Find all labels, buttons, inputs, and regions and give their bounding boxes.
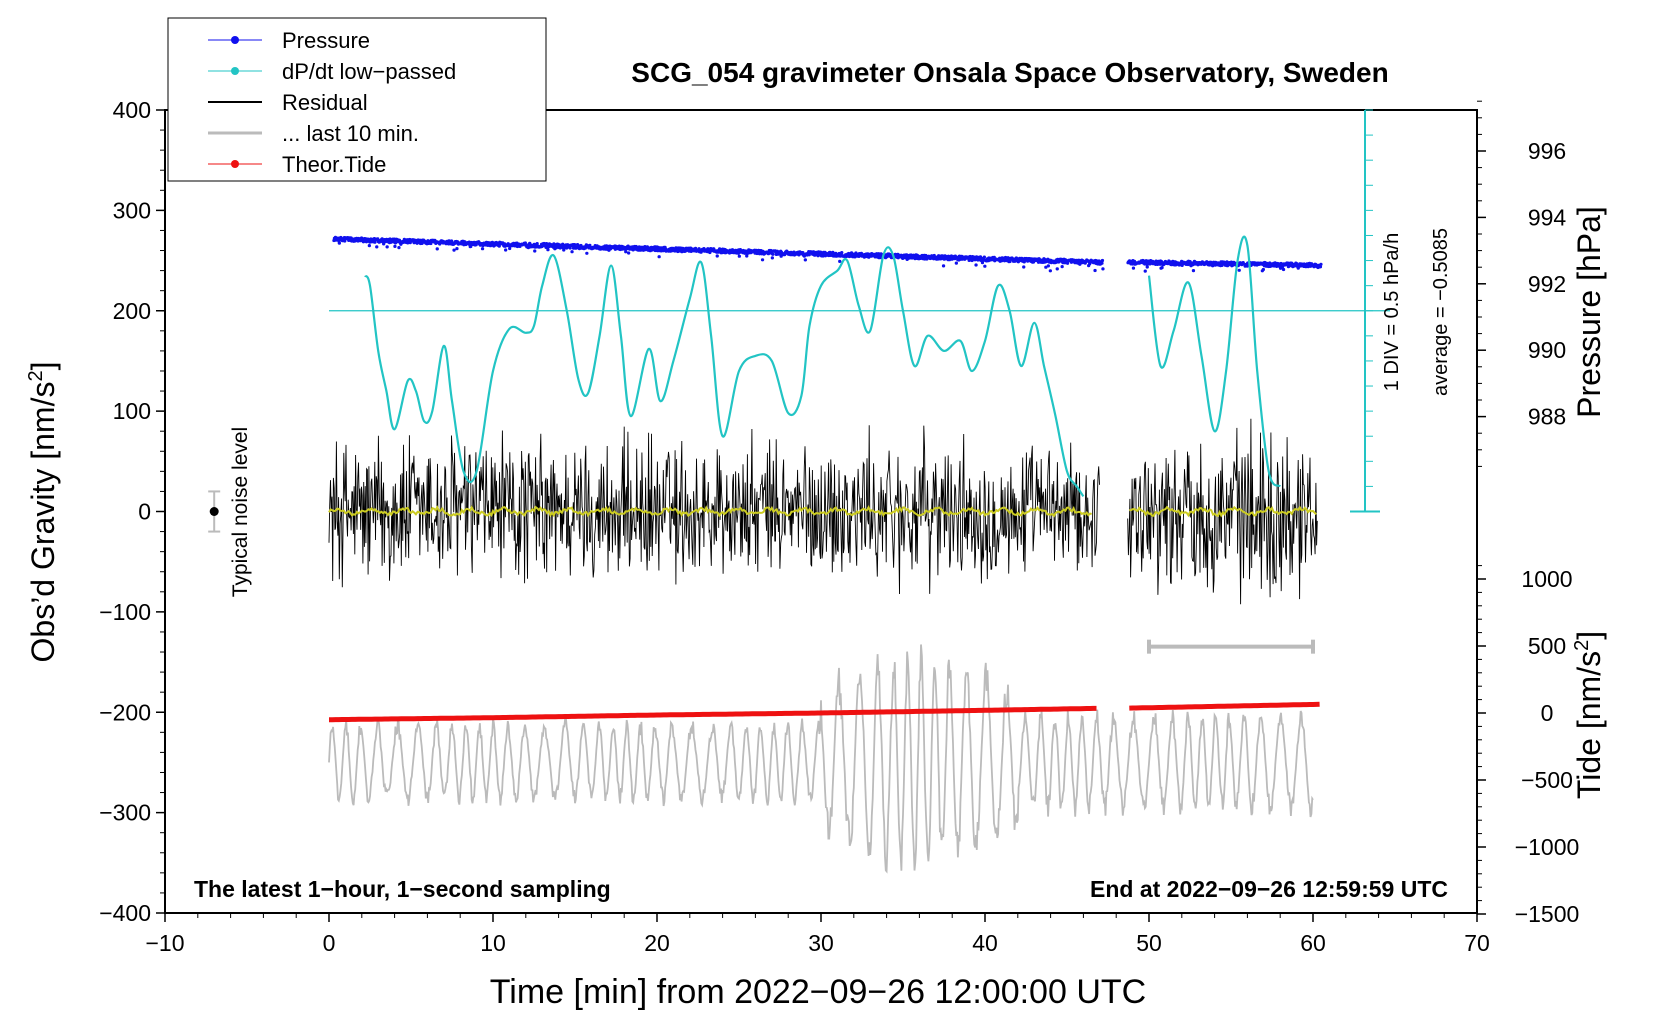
legend-last10-label: ... last 10 min. [282, 121, 419, 146]
noise-point [209, 507, 219, 516]
pressure-tick-label: 994 [1528, 204, 1567, 230]
pressure-series [332, 235, 1323, 273]
tide-axis-label-close: ] [1571, 631, 1607, 640]
tide-tick-label: −1000 [1515, 834, 1580, 860]
legend-tide-marker [231, 160, 239, 168]
pressure-tick-label: 992 [1528, 271, 1566, 297]
pressure-tick-label: 996 [1528, 138, 1566, 164]
last-10-min-series [328, 639, 1315, 874]
y-tick-label: −200 [99, 699, 151, 725]
tide-tick-label: −500 [1521, 767, 1573, 793]
dpdt-scale-label: 1 DIV = 0.5 hPa/h [1381, 233, 1403, 391]
x-tick-label: 10 [480, 930, 506, 956]
pressure-dots [332, 235, 1323, 273]
legend-residual-label: Residual [282, 90, 368, 115]
y-axis-label: Obs’d Gravity [nm/s2] [25, 362, 61, 663]
x-tick-label: 20 [644, 930, 670, 956]
dpdt-line-segment-2 [1147, 235, 1282, 488]
residual-smoothed-segment-2 [1129, 505, 1317, 518]
pressure-tick-label: 988 [1528, 404, 1566, 430]
x-axis-label: Time [min] from 2022−09−26 12:00:00 UTC [490, 973, 1146, 1011]
x-tick-label: 40 [972, 930, 998, 956]
y-tick-label: −300 [99, 800, 151, 826]
legend-tide-label: Theor.Tide [282, 152, 386, 177]
last-10-min-line [328, 644, 1314, 874]
x-tick-label: −10 [145, 930, 184, 956]
residual-smoothed-segment-1 [328, 505, 1092, 518]
dpdt-line-segment-1 [364, 246, 1085, 498]
y-tick-label: 300 [113, 197, 151, 223]
x-tick-label: 0 [323, 930, 336, 956]
legend-entry-dpdt: dP/dt low−passed [208, 59, 456, 84]
axes: −10 0 10 20 30 40 50 60 70−400−300−200−100010020… [99, 97, 1579, 956]
tide-tick-label: 0 [1541, 700, 1554, 726]
y-tick-label: 100 [113, 398, 151, 424]
y-axis-label-main: Obs’d Gravity [nm/s [25, 382, 61, 663]
legend-box [167, 17, 547, 182]
residual-smoothed-series [328, 505, 1317, 518]
tide-axis-label: Tide [nm/s2] [1571, 631, 1607, 799]
legend-dpdt-marker [231, 67, 239, 75]
y-tick-label: 0 [138, 499, 151, 525]
tide-axis-label-sup: 2 [1571, 640, 1593, 651]
residual-line-segment-1 [328, 425, 1100, 595]
y-axis-label-close: ] [25, 362, 61, 371]
residual-line-segment-2 [1127, 418, 1318, 605]
x-tick-label: 60 [1300, 930, 1326, 956]
legend-pressure-marker [231, 36, 239, 44]
legend-entry-last10: ... last 10 min. [208, 121, 419, 146]
legend-pressure-label: Pressure [282, 28, 370, 53]
theor-tide-line [329, 701, 1320, 723]
dpdt-series [364, 235, 1282, 498]
dpdt-average-label: average = −0.5085 [1430, 228, 1452, 396]
chart-title: SCG_054 gravimeter Onsala Space Observat… [631, 57, 1388, 88]
tide-tick-label: 500 [1528, 633, 1566, 659]
pressure-axis-label: Pressure [hPa] [1571, 206, 1607, 418]
residual-series [328, 418, 1318, 605]
legend-entry-residual: Residual [208, 90, 368, 115]
tide-tick-label: 1000 [1521, 566, 1572, 592]
legend: Pressure dP/dt low−passed Residual ... l… [167, 17, 547, 182]
tide-tick-label: −1500 [1515, 901, 1580, 927]
x-tick-label: 30 [808, 930, 834, 956]
y-axis-label-sup: 2 [25, 370, 47, 381]
y-tick-label: 200 [113, 298, 151, 324]
legend-entry-pressure: Pressure [208, 28, 370, 53]
noise-level-label: Typical noise level [229, 427, 252, 597]
end-time-note: End at 2022−09−26 12:59:59 UTC [1090, 876, 1448, 902]
legend-entry-tide: Theor.Tide [208, 152, 386, 177]
y-tick-label: −100 [99, 599, 151, 625]
x-tick-label: 70 [1464, 930, 1490, 956]
x-tick-label: 50 [1136, 930, 1162, 956]
theor-tide-series [329, 701, 1320, 723]
y-tick-label: 400 [113, 97, 151, 123]
tide-axis-label-main: Tide [nm/s [1571, 651, 1607, 799]
y-tick-label: −400 [99, 900, 151, 926]
legend-dpdt-label: dP/dt low−passed [282, 59, 456, 84]
sampling-note: The latest 1−hour, 1−second sampling [194, 876, 611, 902]
pressure-tick-label: 990 [1528, 337, 1566, 363]
